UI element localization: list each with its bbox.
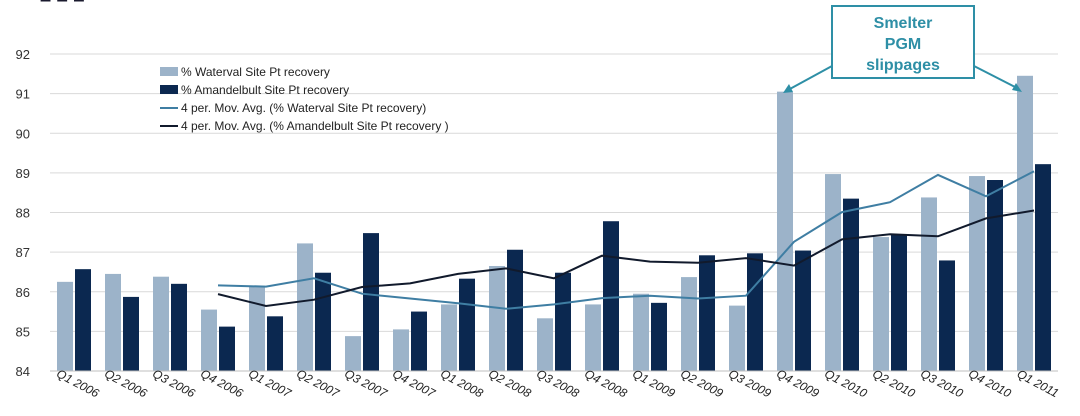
waterval-bar [489,265,505,371]
legend-label: % Waterval Site Pt recovery [181,65,330,79]
waterval-bar [729,305,745,371]
x-tick-label: Q3 2010 [918,366,966,400]
waterval-bar [57,281,73,371]
waterval-bar [825,174,841,371]
amandelbult-bar [411,311,427,371]
amandelbult-bar [747,253,763,371]
callout-arrow-right-head [1012,83,1022,92]
x-tick-label: Q2 2007 [294,366,342,401]
y-tick-label: 84 [16,364,30,379]
x-tick-label: Q1 2011 [1015,367,1061,401]
x-tick-label: Q3 2006 [150,366,198,400]
amandelbult-bar [987,180,1003,371]
waterval-bar [393,329,409,371]
waterval-bar [873,237,889,371]
x-tick-label: Q2 2006 [102,366,150,400]
legend-label: 4 per. Mov. Avg. (% Waterval Site Pt rec… [181,101,426,115]
callout-line-3: slippages [866,57,940,74]
waterval-bar [297,243,313,371]
waterval-bar [777,91,793,372]
legend-swatch-bar [160,85,178,94]
amandelbult-bar [1035,164,1051,371]
x-tick-label: Q2 2008 [486,366,534,400]
amandelbult-bar [459,278,475,371]
waterval-bar [921,197,937,371]
x-tick-label: Q3 2007 [342,366,390,401]
y-axis-tick-labels: 84 85 86 87 88 89 90 91 92 [16,47,30,379]
callout-arrow-left [787,65,833,91]
y-tick-label: 88 [16,206,30,221]
x-tick-label: Q2 2009 [678,366,726,400]
y-tick-label: 87 [16,245,30,260]
x-tick-label: Q1 2010 [822,366,870,400]
waterval-bar [969,176,985,371]
line-series [217,170,1035,310]
x-tick-label: Q4 2006 [198,366,246,400]
x-tick-label: Q1 2009 [630,366,678,400]
waterval-bar [249,285,265,371]
legend-swatch-bar [160,67,178,76]
y-tick-label: 89 [16,166,30,181]
y-tick-label: 85 [16,324,30,339]
legend-label: % Amandelbult Site Pt recovery [181,83,349,97]
callout-box [831,5,975,79]
amandelbult-bar [699,255,715,371]
x-tick-label: Q1 2006 [54,366,102,400]
amandelbult-bar [843,198,859,371]
y-tick-label: 90 [16,126,30,141]
waterval-bar [1017,75,1033,371]
x-tick-label: Q3 2009 [726,366,774,400]
amandelbult-bar [315,272,331,371]
chart-title-fragment: – – – [40,0,84,11]
x-tick-label: Q4 2007 [390,366,438,401]
waterval-bar [633,293,649,371]
bar-series [57,75,1051,372]
x-axis-tick-labels: Q1 2006 Q2 2006 Q3 2006 Q4 2006 Q1 2007 Q2 20… [54,366,1061,401]
amandelbult-bar [363,233,379,371]
x-tick-label: Q2 2010 [870,366,918,400]
y-tick-label: 92 [16,47,30,62]
waterval-bar [537,318,553,371]
waterval-bar [105,273,121,371]
amandelbult-bar [603,221,619,371]
x-tick-label: Q4 2008 [582,366,630,400]
callout-line-2: PGM [885,36,921,53]
amandelbult-bar [75,269,91,371]
waterval-bar [441,304,457,371]
waterval-bar [345,336,361,371]
amandelbult-bar [651,302,667,371]
waterval-bar [585,304,601,371]
amandelbult-bar [267,316,283,371]
x-tick-label: Q1 2007 [246,366,294,401]
amandelbult-bar [891,234,907,371]
amandelbult-bar [939,260,955,371]
x-tick-label: Q4 2010 [966,366,1014,400]
y-tick-label: 91 [16,87,30,102]
callout-line-1: Smelter [874,15,933,32]
x-tick-label: Q4 2009 [774,366,822,400]
amandelbult-bar [795,250,811,371]
amandelbult-moving-average-line [217,209,1035,308]
waterval-moving-average-line [217,170,1035,310]
callout: Smelter PGM slippages [783,5,1022,93]
amandelbult-bar [123,296,139,371]
amandelbult-bar [555,272,571,371]
waterval-bar [681,277,697,371]
grid-lines [50,53,1058,332]
callout-arrow-left-head [783,84,793,93]
x-tick-label: Q1 2008 [438,366,486,400]
amandelbult-bar [219,326,235,371]
y-tick-label: 86 [16,285,30,300]
amandelbult-bar [507,249,523,371]
legend-label: 4 per. Mov. Avg. (% Amandelbult Site Pt … [181,119,449,133]
amandelbult-bar [171,283,187,371]
callout-arrow-right [973,65,1018,89]
x-tick-label: Q3 2008 [534,366,582,400]
waterval-bar [153,276,169,371]
legend: % Waterval Site Pt recovery % Amandelbult… [160,65,449,133]
waterval-bar [201,309,217,371]
